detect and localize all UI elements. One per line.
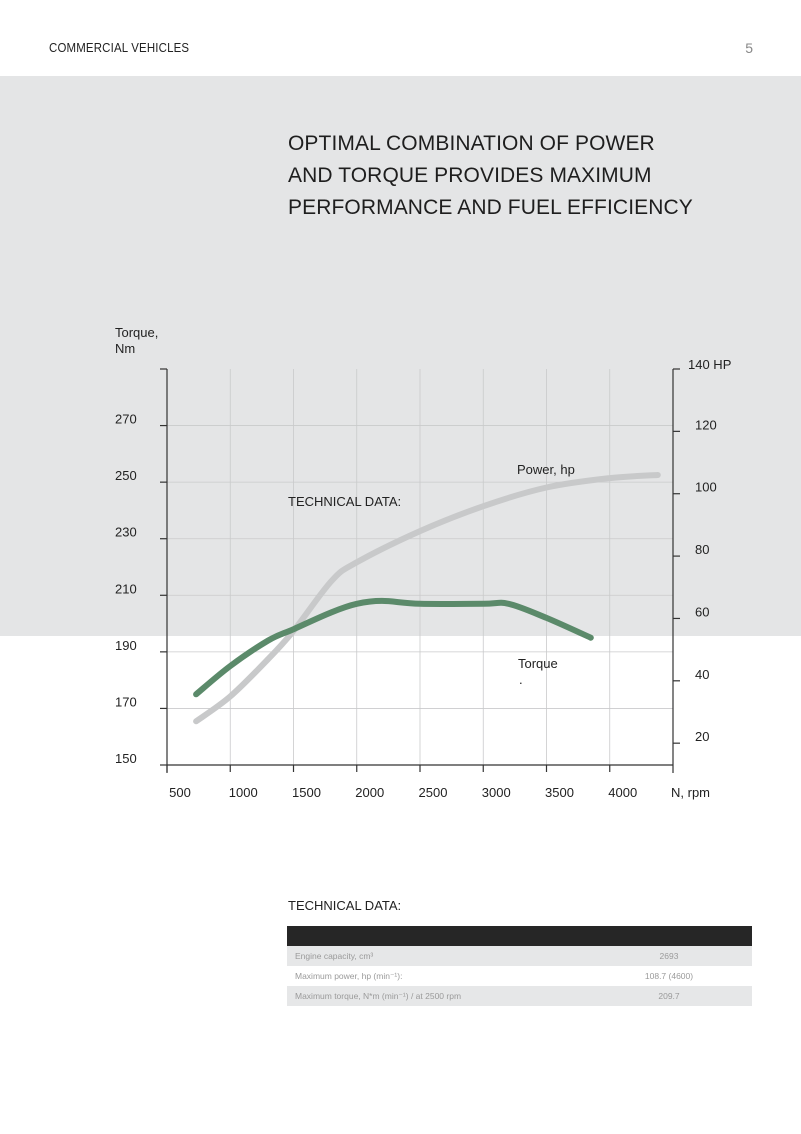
headline-line-3: PERFORMANCE AND FUEL EFFICIENCY — [288, 196, 693, 219]
right-axis-tick-label: 60 — [695, 604, 709, 619]
chart-labels: Torque, Nm 140 HP N, rpm TECHNICAL DATA:… — [115, 325, 731, 800]
right-axis-top-label: 140 HP — [688, 357, 731, 372]
x-axis-tick-label: 1000 — [229, 785, 258, 800]
row-label: Engine capacity, cm³ — [287, 946, 586, 966]
section-title: COMMERCIAL VEHICLES — [49, 40, 190, 55]
right-axis-tick-label: 80 — [695, 542, 709, 557]
left-axis-tick-label: 190 — [115, 638, 137, 653]
x-axis-tick-label: 1500 — [292, 785, 321, 800]
table-row: Maximum torque, N*m (min⁻¹) / at 2500 rp… — [287, 986, 752, 1006]
y-axis-label-line-2: Nm — [115, 341, 135, 356]
torque-series-label-suffix: . — [519, 672, 523, 687]
x-axis-tick-label: 3500 — [545, 785, 574, 800]
left-axis-tick-label: 150 — [115, 751, 137, 766]
row-label: Maximum power, hp (min⁻¹): — [287, 966, 586, 986]
power-curve — [193, 472, 661, 725]
left-axis-tick-label: 210 — [115, 581, 137, 596]
right-axis-tick-label: 120 — [695, 417, 717, 432]
headline-line-1: OPTIMAL COMBINATION OF POWER — [288, 132, 655, 155]
row-label: Maximum torque, N*m (min⁻¹) / at 2500 rp… — [287, 986, 586, 1006]
right-axis-tick-label: 20 — [695, 729, 709, 744]
technical-data-title: TECHNICAL DATA: — [288, 898, 402, 913]
torque-power-chart: 150 170 190 210 230 250 270 20 40 60 80 100 120 500 10… — [115, 325, 731, 800]
x-axis-tick-label: 500 — [169, 785, 191, 800]
row-value: 209.7 — [586, 986, 752, 1006]
chart-grid — [167, 369, 674, 765]
table-row: Maximum power, hp (min⁻¹): 108.7 (4600) — [287, 966, 752, 986]
row-value: 2693 — [586, 946, 752, 966]
page-number: 5 — [745, 40, 753, 56]
x-axis-tick-label: 2000 — [355, 785, 384, 800]
right-axis-tick-label: 40 — [695, 667, 709, 682]
x-axis-label: N, rpm — [671, 785, 710, 800]
left-axis-tick-label: 270 — [115, 412, 137, 427]
y-axis-label-line-1: Torque, — [115, 325, 158, 340]
table-header-row — [287, 926, 752, 946]
x-axis-tick-label: 3000 — [482, 785, 511, 800]
left-axis-tick-label: 170 — [115, 694, 137, 709]
technical-data-table: Engine capacity, cm³ 2693 Maximum power,… — [287, 926, 752, 1006]
row-value: 108.7 (4600) — [586, 966, 752, 986]
power-series-label: Power, hp — [517, 462, 575, 477]
x-axis-tick-label: 4000 — [608, 785, 637, 800]
torque-series-label: Torque — [518, 656, 558, 671]
headline: OPTIMAL COMBINATION OF POWER AND TORQUE … — [288, 128, 768, 224]
torque-curve — [193, 597, 594, 698]
headline-line-2: AND TORQUE PROVIDES MAXIMUM — [288, 164, 652, 187]
chart-overlay-label: TECHNICAL DATA: — [288, 494, 401, 509]
table-row: Engine capacity, cm³ 2693 — [287, 946, 752, 966]
x-axis-tick-label: 2500 — [419, 785, 448, 800]
right-axis-tick-label: 100 — [695, 480, 717, 495]
left-axis-tick-label: 230 — [115, 525, 137, 540]
left-axis-tick-label: 250 — [115, 468, 137, 483]
chart-axes: 150 170 190 210 230 250 270 20 40 60 80 100 120 500 10… — [115, 368, 717, 800]
chart-series — [193, 472, 661, 725]
